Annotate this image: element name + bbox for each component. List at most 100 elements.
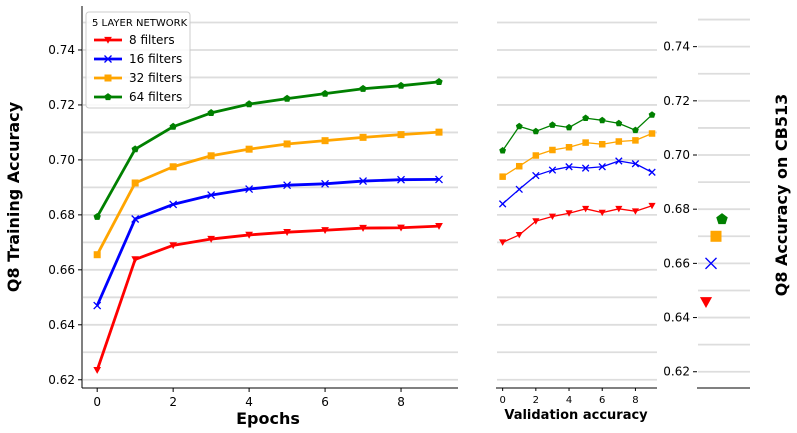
training-series-64-filters <box>93 78 443 220</box>
training-point-64-filters <box>131 145 139 153</box>
training-point-32-filters <box>93 251 101 259</box>
legend: 5 LAYER NETWORK 8 filters 16 filters 32 fi… <box>85 11 191 109</box>
training-point-16-filters <box>359 177 368 186</box>
legend-entry-16-filters: 16 filters <box>94 52 182 66</box>
training-series-32-filters <box>93 128 443 259</box>
validation-point-32-filters <box>499 173 506 180</box>
validation-point-32-filters <box>632 137 639 144</box>
training-point-16-filters <box>321 179 330 188</box>
training-x-tick-label: 8 <box>397 395 405 409</box>
training-point-8-filters <box>207 235 215 243</box>
training-y-tick-label: 0.64 <box>48 318 75 332</box>
training-point-32-filters <box>245 145 253 153</box>
cb513-y-tick-label: 0.70 <box>663 148 690 162</box>
cb513-y-tick-label: 0.62 <box>663 365 690 379</box>
validation-point-64-filters <box>582 114 590 122</box>
training-point-16-filters <box>169 200 178 209</box>
validation-line-64-filters <box>502 114 653 151</box>
cb513-y-tick-label: 0.66 <box>663 256 690 270</box>
validation-line-8-filters <box>502 205 653 243</box>
legend-title: 5 LAYER NETWORK <box>92 18 188 29</box>
training-point-8-filters <box>321 227 329 235</box>
training-point-8-filters <box>131 256 140 264</box>
validation-point-32-filters <box>615 138 623 145</box>
validation-point-32-filters <box>549 146 556 154</box>
legend-entry-8-filters: 8 filters <box>94 33 175 47</box>
training-y-axis-label: Q8 Training Accuracy <box>4 101 23 292</box>
cb513-point-32-filters <box>710 230 722 242</box>
cb513-point-16-filters <box>705 257 717 270</box>
training-point-8-filters <box>245 231 253 239</box>
training-point-64-filters <box>321 89 329 97</box>
validation-x-axis-label: Validation accuracy <box>504 408 648 423</box>
validation-point-16-filters <box>565 163 573 171</box>
validation-point-8-filters <box>598 209 606 217</box>
training-point-32-filters <box>283 140 291 148</box>
training-series-8-filters <box>93 222 443 374</box>
validation-point-32-filters <box>648 130 656 137</box>
validation-series-32-filters <box>499 130 656 180</box>
training-point-32-filters <box>207 152 215 160</box>
training-point-64-filters <box>93 212 101 220</box>
training-point-8-filters <box>359 224 367 232</box>
legend-swatch-marker <box>104 55 112 63</box>
training-point-8-filters <box>283 229 291 236</box>
validation-point-64-filters <box>515 122 523 130</box>
validation-series <box>498 111 656 246</box>
training-axes: 0.62 0.64 0.66 0.68 0.70 0.72 0.74 0 2 4 6 8 <box>48 6 458 409</box>
training-y-tick-label: 0.68 <box>48 208 75 222</box>
validation-series-8-filters <box>499 202 656 246</box>
legend-entry-32-filters: 32 filters <box>94 71 182 85</box>
training-point-16-filters <box>93 301 102 310</box>
cb513-point-8-filters <box>699 297 713 309</box>
training-point-8-filters <box>93 366 102 374</box>
training-x-tick-label: 0 <box>93 395 101 409</box>
cb513-y-tick-label: 0.72 <box>663 94 690 108</box>
validation-line-32-filters <box>502 132 653 178</box>
validation-point-16-filters <box>548 166 557 174</box>
training-x-tick-label: 2 <box>169 395 177 409</box>
cb513-y-tick-label: 0.64 <box>663 311 690 325</box>
validation-point-8-filters <box>582 205 590 213</box>
validation-point-8-filters <box>532 218 540 225</box>
legend-entry-label: 32 filters <box>129 71 182 85</box>
validation-series-16-filters <box>498 157 656 208</box>
validation-point-64-filters <box>648 111 656 118</box>
validation-point-8-filters <box>515 232 523 239</box>
cb513-axes: 0.62 0.64 0.66 0.68 0.70 0.72 0.74 <box>663 40 750 389</box>
validation-point-64-filters <box>532 127 540 135</box>
training-series <box>93 78 443 374</box>
validation-x-tick-label: 4 <box>566 395 572 406</box>
training-point-16-filters <box>131 215 140 223</box>
training-series-16-filters <box>93 175 443 310</box>
training-y-tick-label: 0.74 <box>48 43 75 57</box>
validation-axes: 0 2 4 6 8 <box>496 387 657 406</box>
training-line-8-filters <box>95 224 440 371</box>
legend-swatch-marker <box>104 93 112 101</box>
validation-point-16-filters <box>598 163 606 171</box>
training-y-tick-label: 0.66 <box>48 263 75 277</box>
validation-point-32-filters <box>532 152 540 159</box>
validation-x-tick-label: 0 <box>499 395 505 406</box>
cb513-points <box>699 213 728 309</box>
training-point-64-filters <box>169 122 177 130</box>
validation-point-64-filters <box>632 126 639 134</box>
validation-x-tick-label: 6 <box>599 395 605 406</box>
training-point-64-filters <box>245 100 253 108</box>
cb513-gridlines <box>698 18 750 373</box>
training-point-64-filters <box>207 109 215 117</box>
cb513-y-tick-label: 0.74 <box>663 40 690 54</box>
validation-point-8-filters <box>499 239 507 246</box>
training-y-tick-label: 0.72 <box>48 98 75 112</box>
validation-point-16-filters <box>581 164 590 172</box>
validation-x-tick-label: 2 <box>533 395 539 406</box>
validation-point-16-filters <box>498 200 507 208</box>
training-point-16-filters <box>283 181 292 190</box>
training-x-axis-label: Epochs <box>236 409 300 428</box>
training-point-32-filters <box>169 163 177 171</box>
training-point-8-filters <box>435 222 443 230</box>
validation-point-64-filters <box>615 119 623 127</box>
cb513-point-64-filters <box>716 213 728 225</box>
cb513-y-axis-label: Q8 Accuracy on CB513 <box>772 94 791 297</box>
